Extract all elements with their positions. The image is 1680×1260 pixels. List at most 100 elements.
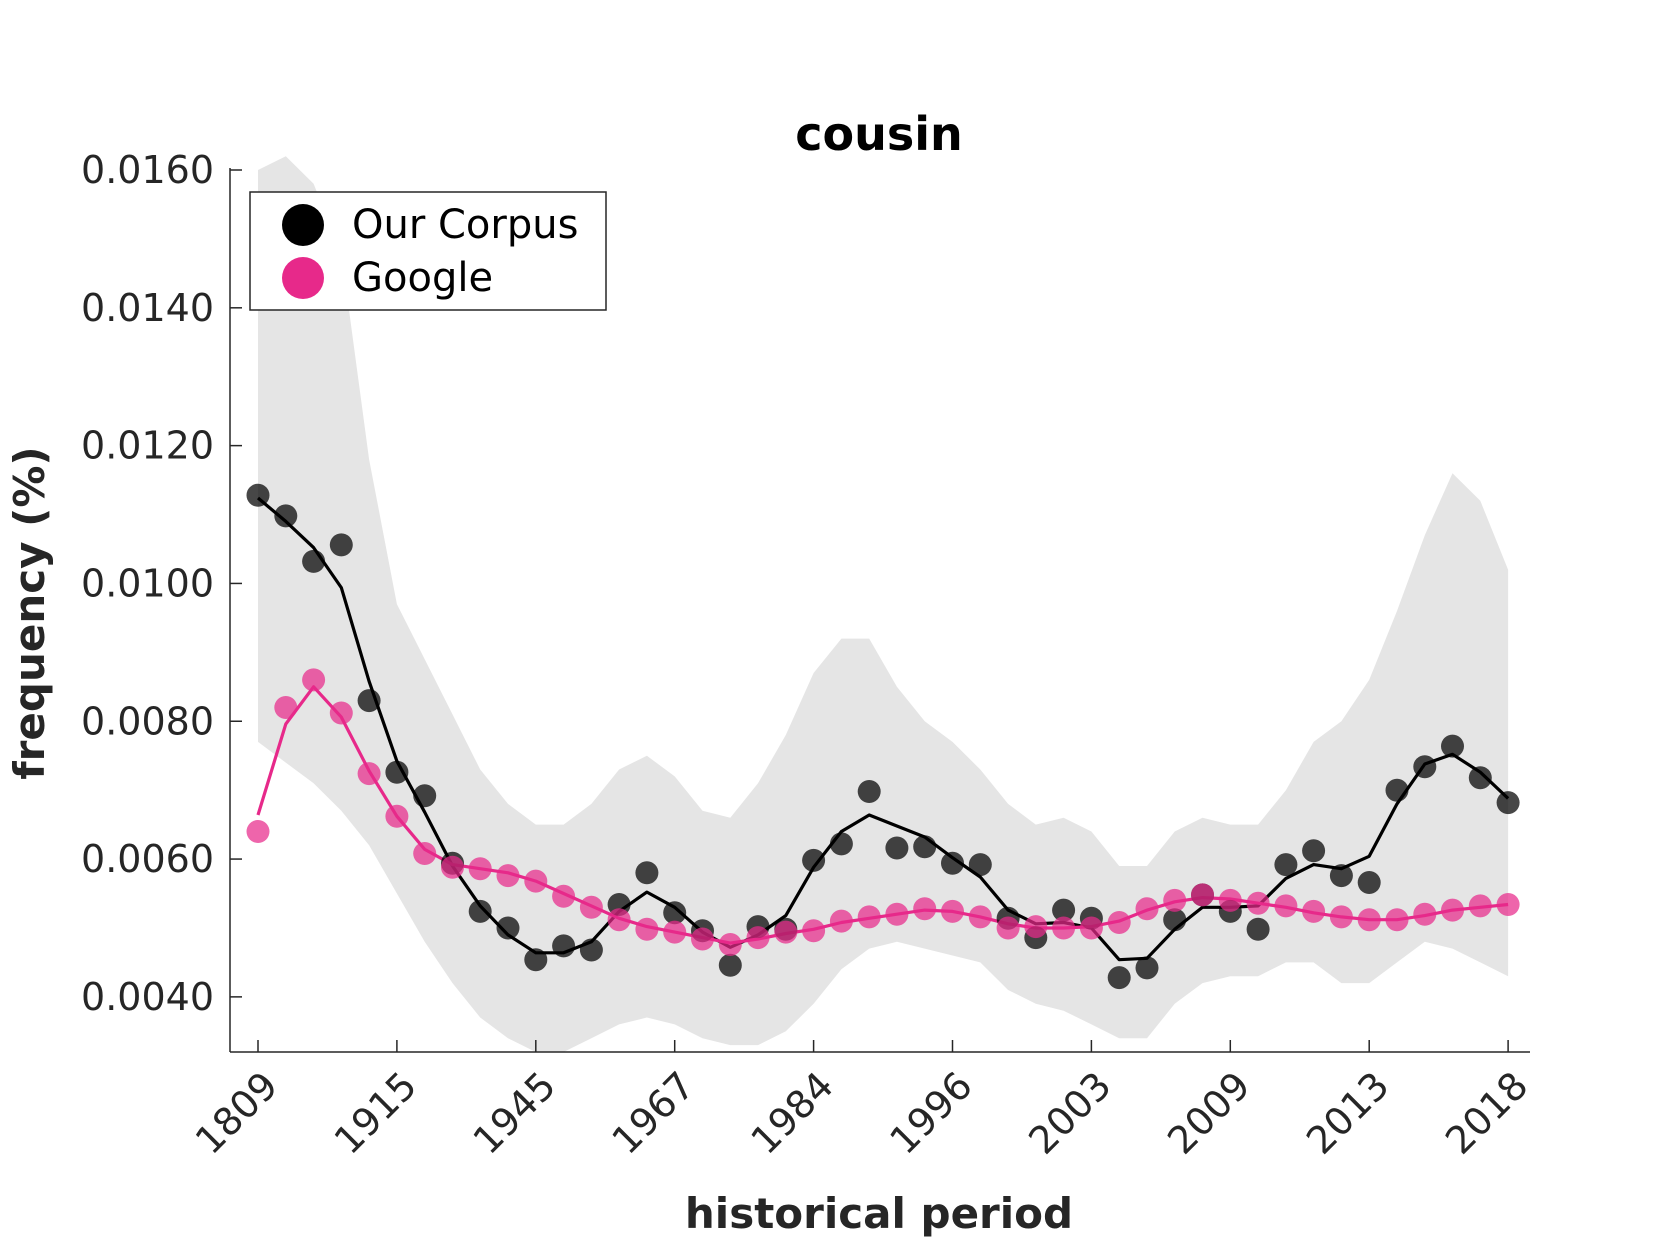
y-tick-label: 0.0040 [81,975,214,1019]
google-point [1302,899,1326,923]
google-point [996,916,1020,940]
our-corpus-point [802,848,826,872]
our-corpus-point [1135,956,1159,980]
google-point [385,804,409,828]
google-point [829,909,853,933]
our-corpus-point [1274,853,1298,877]
y-tick-label: 0.0120 [81,424,214,468]
google-point [663,920,687,944]
y-tick-label: 0.0160 [81,148,214,192]
our-corpus-point [413,784,437,808]
google-point [607,908,631,932]
google-point [802,919,826,943]
google-point [413,842,437,865]
google-point [691,927,714,951]
google-point [1385,908,1409,932]
legend-label-our-corpus: Our Corpus [352,202,578,248]
our-corpus-point [274,504,298,528]
data-points-layer [246,483,1520,990]
google-point [1135,897,1159,921]
our-corpus-point [1163,908,1187,932]
our-corpus-point [885,836,909,860]
our-corpus-point [385,760,409,784]
our-corpus-point [1496,791,1520,815]
legend-marker-our-corpus [282,204,324,246]
our-corpus-point [913,835,937,859]
google-point [524,869,548,893]
our-corpus-point [718,953,742,977]
our-corpus-point [302,549,326,573]
our-corpus-point [1441,734,1464,758]
legend-label-google: Google [352,255,493,301]
google-point [496,864,520,888]
google-smooth-line [256,685,1509,945]
google-point [302,668,326,692]
y-tick-label: 0.0100 [81,561,214,605]
y-tick-label: 0.0080 [81,699,214,743]
our-corpus-point [1357,871,1381,894]
our-corpus-point [663,901,687,925]
our-corpus-point [552,934,576,958]
google-point [329,701,353,725]
google-point [885,902,909,926]
y-tick-label: 0.0140 [81,286,214,330]
google-point [1218,888,1242,912]
google-point [1329,905,1353,929]
our-corpus-point [1468,766,1492,790]
y-tick-label: 0.0060 [81,837,214,881]
google-point [1024,915,1048,939]
our-corpus-point [246,483,270,507]
google-point [635,917,659,941]
our-corpus-point [829,832,853,856]
google-point [1079,916,1103,940]
our-corpus-point [1107,966,1131,990]
google-point [579,895,603,919]
our-corpus-point [1413,755,1437,779]
smooth-lines-layer [256,496,1510,962]
google-point [1163,888,1187,912]
legend-marker-google [282,257,324,299]
google-point [357,762,381,786]
google-point [968,905,992,929]
our-corpus-point [941,851,964,875]
google-point [1107,911,1131,934]
google-point [552,884,576,908]
our-corpus-point [468,899,492,923]
confidence-band [258,156,1509,1052]
our-corpus-point [1302,839,1326,863]
google-point [441,855,464,879]
google-point [774,920,798,944]
google-point [913,897,937,921]
our-corpus-point [496,916,520,940]
google-point [468,857,492,881]
google-point [857,905,881,929]
our-corpus-point [1385,778,1409,802]
our-corpus-point [1246,917,1270,941]
our-corpus-point [524,948,548,972]
chart-title: cousin [795,107,963,161]
our-corpus-smooth-line [256,496,1510,962]
google-point [1357,908,1381,932]
google-point [941,899,964,923]
our-corpus-point [968,853,992,877]
google-point [1246,891,1270,915]
legend: Our Corpus Google [249,191,607,311]
y-axis-label: frequency (%) [5,446,54,779]
google-point [1052,916,1076,940]
our-corpus-point [1052,898,1076,922]
google-point [246,820,270,843]
google-point [1413,902,1437,926]
confidence-band-layer [258,156,1509,1052]
our-corpus-point [635,861,659,885]
x-axis-label: historical period [685,1189,1073,1238]
our-corpus-point [579,938,603,962]
our-corpus-point [1329,864,1353,888]
our-corpus-point [857,780,881,803]
our-corpus-point [329,533,353,557]
google-point [718,933,742,956]
google-point [1496,893,1520,916]
google-point [1468,894,1492,918]
google-point [746,926,770,950]
google-point [1441,898,1464,922]
